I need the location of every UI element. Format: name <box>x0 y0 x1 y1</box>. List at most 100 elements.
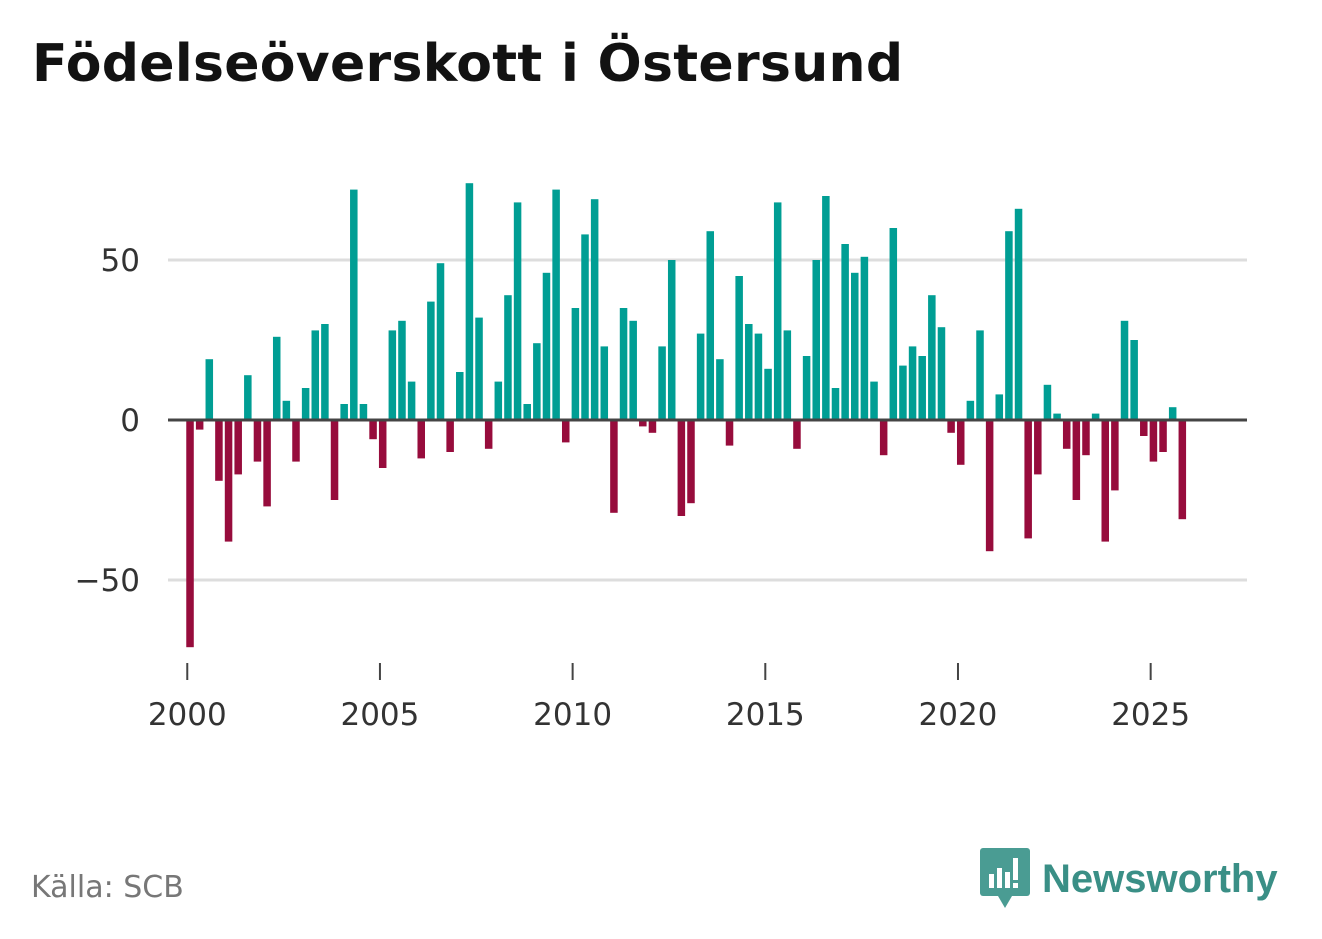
bar <box>851 272 859 420</box>
bar <box>359 404 368 420</box>
bar <box>436 263 445 420</box>
bar <box>860 256 869 420</box>
axes: −50 0 50 2000 2005 2010 2015 2020 2025 <box>75 243 1247 733</box>
bar <box>687 420 695 504</box>
bar <box>407 381 416 420</box>
bar <box>282 400 291 420</box>
x-tick-label: 2015 <box>726 697 805 733</box>
bar <box>234 420 242 475</box>
bar <box>253 420 262 462</box>
bar <box>745 324 753 420</box>
bar <box>783 330 792 420</box>
bar <box>1053 413 1061 420</box>
bar <box>1178 420 1187 520</box>
bar <box>956 420 965 465</box>
bar <box>523 404 531 420</box>
bar <box>870 381 878 420</box>
bar <box>1120 320 1129 420</box>
bar <box>1130 340 1138 420</box>
bar <box>446 420 454 452</box>
y-tick-label: 0 <box>120 403 140 439</box>
bar <box>793 420 801 449</box>
bar <box>1159 420 1167 452</box>
y-tick-label: −50 <box>75 563 140 599</box>
bar <box>484 420 493 449</box>
bar <box>388 330 397 420</box>
bar <box>696 333 705 420</box>
brand-logo[interactable]: Newsworthy <box>980 848 1278 910</box>
bar <box>456 372 464 420</box>
bar <box>186 420 194 648</box>
bar <box>321 324 329 420</box>
bar <box>764 368 772 420</box>
bar <box>889 228 898 420</box>
bar <box>417 420 425 459</box>
brand-name: Newsworthy <box>1042 856 1278 901</box>
bar <box>292 420 300 462</box>
bar <box>658 346 666 420</box>
bar <box>224 420 233 542</box>
bar <box>773 202 782 420</box>
bar <box>908 346 917 420</box>
bar <box>918 356 926 420</box>
bar <box>648 420 657 433</box>
x-tick-label: 2010 <box>533 697 612 733</box>
bar <box>398 320 406 420</box>
bar <box>1005 231 1013 420</box>
bar <box>802 356 811 420</box>
bar <box>205 359 214 420</box>
bar <box>831 388 840 420</box>
bar <box>1168 407 1177 420</box>
bar <box>995 394 1004 420</box>
x-tick-label: 2020 <box>919 697 998 733</box>
bar <box>1062 420 1071 449</box>
bar <box>1034 420 1042 475</box>
bar <box>504 295 512 420</box>
bar <box>1072 420 1081 500</box>
bar <box>195 420 204 430</box>
bar <box>600 346 609 420</box>
bar <box>590 199 599 420</box>
bar <box>619 308 628 420</box>
bar <box>215 420 223 481</box>
bar <box>552 189 560 420</box>
newsworthy-logo-icon <box>980 848 1030 908</box>
bar <box>533 343 541 420</box>
bar <box>716 359 724 420</box>
bar <box>1043 384 1052 420</box>
bar <box>754 333 763 420</box>
bar <box>378 420 387 468</box>
bar <box>311 330 320 420</box>
bar <box>841 244 849 420</box>
bar <box>937 327 946 420</box>
bar <box>677 420 686 516</box>
bar <box>1024 420 1032 539</box>
bar <box>879 420 888 456</box>
bar <box>427 301 435 420</box>
bars <box>186 183 1187 648</box>
bar <box>581 234 589 420</box>
bar <box>571 308 580 420</box>
bar <box>1091 413 1100 420</box>
y-tick-label: 50 <box>101 243 140 279</box>
bar <box>1149 420 1158 462</box>
bar <box>494 381 503 420</box>
bar <box>1111 420 1119 491</box>
bar <box>966 400 975 420</box>
bar <box>301 388 310 420</box>
bar <box>330 420 339 500</box>
bar <box>369 420 377 440</box>
bar <box>985 420 994 552</box>
source-note: Källa: SCB <box>31 870 184 905</box>
bar <box>475 317 483 420</box>
bar <box>465 183 474 420</box>
bar <box>542 272 551 420</box>
bar-chart: −50 0 50 2000 2005 2010 2015 2020 2025 <box>75 183 1247 733</box>
bar <box>340 404 348 420</box>
bar <box>667 260 676 420</box>
bar <box>1140 420 1148 436</box>
bar <box>899 365 907 420</box>
bar <box>1082 420 1090 456</box>
x-tick-label: 2005 <box>340 697 419 733</box>
bar <box>244 375 252 420</box>
